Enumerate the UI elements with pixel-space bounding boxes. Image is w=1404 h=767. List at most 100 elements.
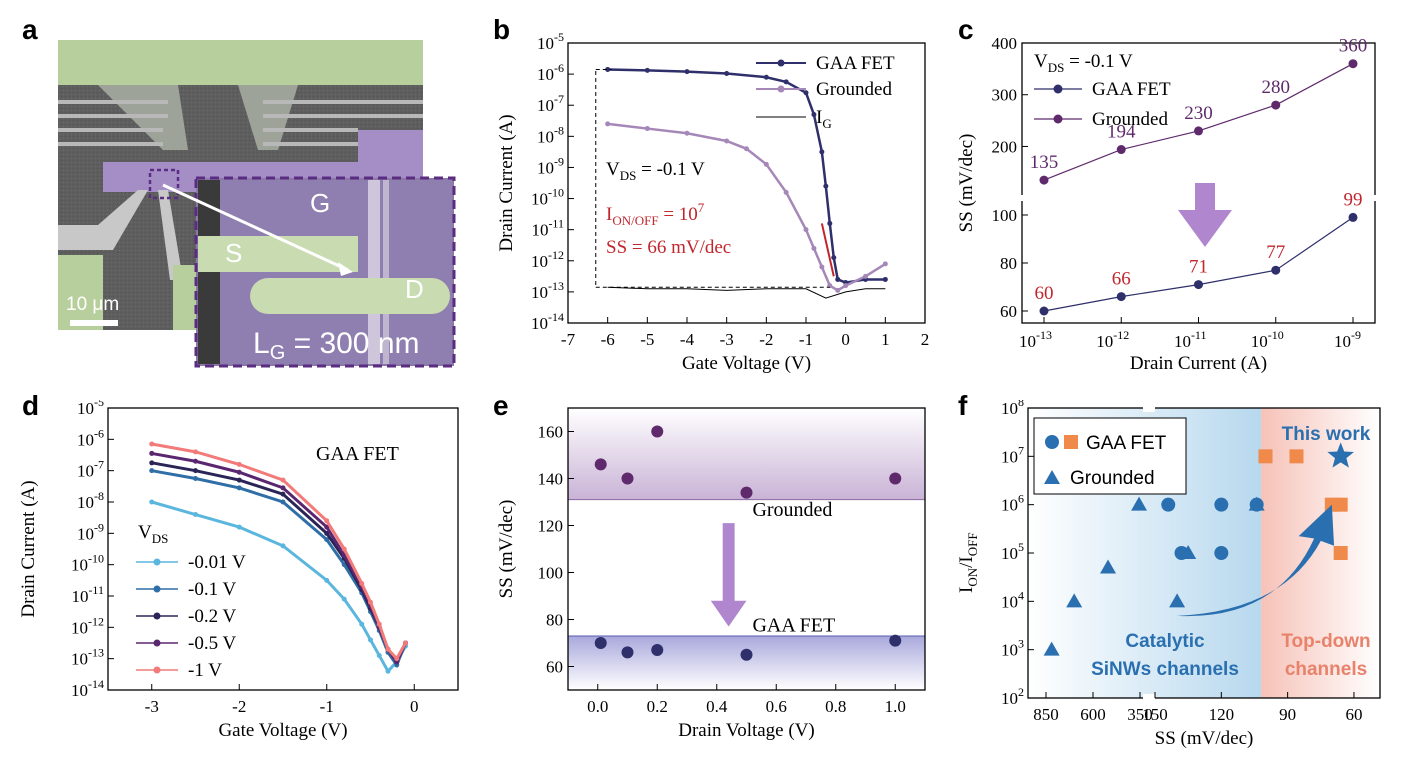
legend-marker-circle [1045, 435, 1059, 449]
x-axis-label: Drain Voltage (V) [678, 720, 815, 741]
legend-label-1: Grounded [816, 79, 892, 100]
data-point [1116, 145, 1126, 155]
data-point [684, 69, 690, 75]
y-tick-label: 10-5 [537, 30, 564, 53]
legend-label-0: -0.01 V [188, 552, 246, 573]
panel-label-a: a [22, 14, 38, 45]
data-point [882, 276, 888, 282]
legend-title: VDS [138, 522, 168, 546]
data-point-square [1258, 449, 1273, 464]
data-point [621, 472, 634, 485]
y-tick-label: 100 [992, 206, 1018, 225]
data-point [763, 74, 769, 80]
data-point [724, 70, 730, 76]
data-label: 360 [1339, 36, 1368, 57]
data-point [744, 146, 749, 152]
data-point [811, 112, 817, 118]
data-point [651, 425, 664, 438]
y-tick-label: 10-13 [531, 279, 564, 302]
legend-label-2: -0.2 V [188, 606, 236, 627]
chart-d: -3 -2 -1 0 10-14 10-13 10-12 10-11 10-10 10-9 10-8… [18, 400, 459, 741]
data-point [783, 79, 789, 85]
data-point [236, 461, 242, 467]
data-point [394, 656, 400, 662]
y-tick-label: 10-6 [77, 426, 104, 449]
legend-marker-square [1064, 435, 1078, 449]
y-tick-label: 10-7 [537, 92, 564, 115]
data-point-triangle [1043, 641, 1060, 656]
x-tick-label: -2 [232, 697, 246, 716]
y-tick-label: 140 [538, 470, 564, 489]
x-tick-label: 10-12 [1096, 328, 1129, 351]
legend-label-0: GAA FET [1092, 79, 1171, 100]
data-point [236, 477, 242, 483]
y-tick-label: 10-9 [77, 520, 104, 543]
y-tick-label: 60 [1000, 302, 1017, 321]
x-axis-label: Gate Voltage (V) [218, 720, 347, 741]
data-point [882, 261, 888, 267]
data-point-square [1289, 449, 1304, 464]
x-tick-label: 0.8 [825, 697, 846, 716]
chart-c: 10-13 10-12 10-11 10-10 10-9 60 80 100 200 300 400… [956, 34, 1381, 374]
inset-label-gate: G [310, 188, 330, 218]
data-point [684, 130, 690, 136]
data-point [835, 276, 841, 282]
y-tick-label: 10-12 [71, 614, 104, 637]
data-label: 66 [1112, 269, 1131, 290]
data-point-square [1333, 497, 1348, 512]
data-point [376, 621, 382, 627]
legend-label-4: -1 V [188, 660, 222, 681]
x-tick-label: 850 [1033, 705, 1059, 724]
data-point [193, 458, 198, 464]
y-tick-label: 300 [992, 86, 1018, 105]
data-point [193, 512, 198, 518]
data-point [385, 668, 391, 674]
x-tick-label: -2 [759, 330, 773, 349]
data-point [724, 138, 730, 144]
x-tick-label: -3 [145, 697, 159, 716]
data-point [368, 599, 373, 605]
y-tick-label: 102 [1001, 685, 1024, 708]
data-point [359, 580, 365, 586]
x-axis-label: Drain Current (A) [1130, 353, 1267, 374]
x-tick-label: 0.4 [706, 697, 728, 716]
data-point [1348, 59, 1358, 69]
data-point-triangle [1131, 496, 1148, 511]
x-axis-label: Gate Voltage (V) [682, 353, 811, 374]
data-label: 60 [1035, 283, 1054, 304]
y-tick-label: 400 [992, 34, 1018, 53]
data-point [594, 458, 607, 471]
scale-bar [70, 320, 118, 326]
x-tick-label: 10-11 [1174, 328, 1207, 351]
legend-box [1033, 417, 1187, 495]
legend-marker-0 [777, 59, 785, 67]
data-point [149, 468, 155, 474]
inset-label-source: S [225, 238, 242, 268]
chart-b: -7 -6 -5 -4 -3 -2 -1 0 1 2 10-14 10-13 10-12 10-11 10-… [496, 30, 929, 374]
data-point [324, 530, 330, 536]
y-tick-label: 160 [538, 423, 564, 442]
legend-marker-2 [153, 612, 161, 620]
data-point-triangle [1100, 559, 1117, 574]
x-tick-label: 10-9 [1334, 328, 1361, 351]
region-label-right-2: channels [1285, 659, 1367, 680]
data-point [831, 255, 837, 261]
data-point [621, 646, 634, 659]
data-point-triangle [1248, 496, 1265, 511]
down-arrow [1178, 183, 1232, 247]
y-tick-label: 10-9 [537, 154, 564, 177]
x-tick-label: -4 [680, 330, 695, 349]
data-point [644, 126, 650, 132]
data-label: 230 [1184, 103, 1213, 124]
x-tick-label: 10-13 [1019, 328, 1052, 351]
y-tick-label: 10-5 [77, 400, 104, 418]
x-tick-label: 0.6 [766, 697, 787, 716]
data-point [740, 486, 753, 499]
data-point [1348, 212, 1358, 222]
data-point [236, 485, 242, 491]
region-label-left-1: Catalytic [1125, 631, 1205, 652]
curved-arrow [1177, 504, 1335, 617]
legend-label-0: GAA FET [816, 53, 895, 74]
legend-marker-0 [153, 558, 161, 566]
